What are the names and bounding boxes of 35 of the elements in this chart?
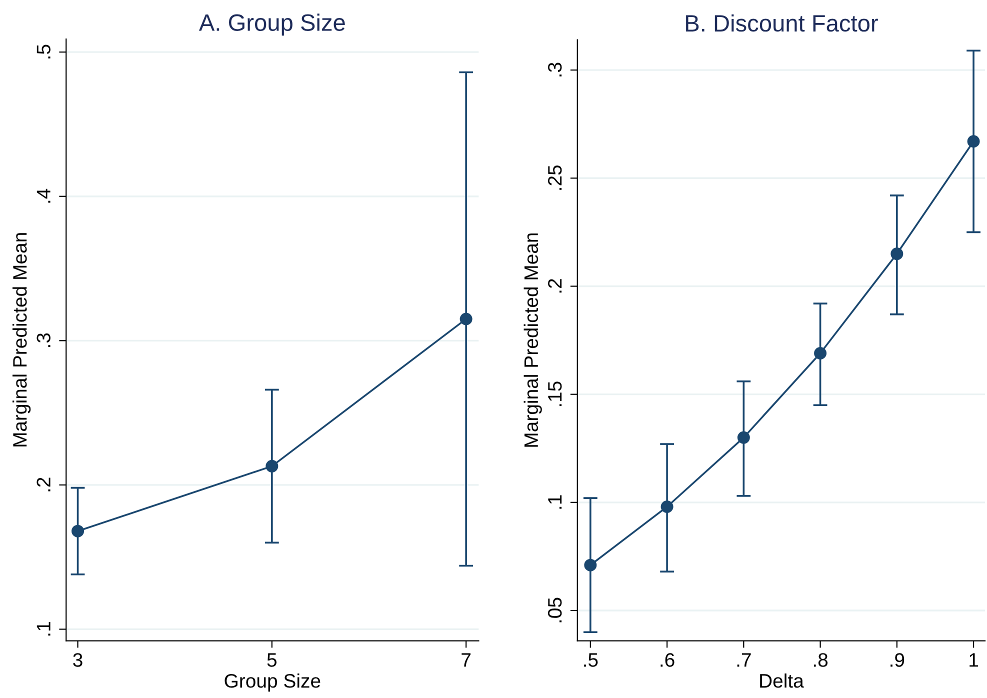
x-tick-label: 3 (73, 653, 82, 667)
point (660, 500, 674, 513)
y-tick-label: .3 (548, 62, 562, 76)
y-tick-label: .1 (36, 622, 50, 636)
point (584, 558, 597, 572)
x-tick-label: .5 (584, 653, 598, 667)
y-tick-label: .25 (548, 165, 562, 190)
y-tick-label: .4 (36, 188, 50, 203)
y-axis-title: Marginal Predicted Mean (524, 233, 542, 447)
x-axis-title: Delta (760, 673, 804, 688)
y-tick-label: .2 (36, 478, 50, 492)
x-tick-label: .8 (814, 653, 828, 667)
y-tick-label: .2 (548, 279, 562, 293)
y-tick-label: .5 (36, 44, 50, 58)
point (737, 431, 750, 444)
x-tick-label: 1 (970, 653, 978, 667)
point (967, 135, 980, 148)
point (266, 460, 278, 472)
y-tick-label: .05 (548, 598, 562, 622)
point (814, 346, 827, 360)
chart-title: A. Group Size (198, 14, 345, 36)
point (460, 312, 472, 326)
x-tick-label: 7 (462, 653, 471, 667)
y-tick-label: .3 (36, 333, 50, 347)
point (890, 248, 904, 260)
x-tick-label: 5 (267, 653, 277, 667)
chart-title: B. Discount Factor (686, 14, 878, 32)
point (72, 524, 84, 538)
x-tick-label: .7 (737, 653, 751, 667)
x-tick-label: .9 (890, 653, 904, 667)
y-tick-label: .15 (548, 382, 562, 406)
x-tick-label: .6 (660, 653, 674, 667)
x-axis-title: Group Size (224, 673, 320, 692)
y-tick-label: .1 (548, 495, 562, 509)
y-axis-title: Marginal Predicted Mean (12, 233, 31, 446)
